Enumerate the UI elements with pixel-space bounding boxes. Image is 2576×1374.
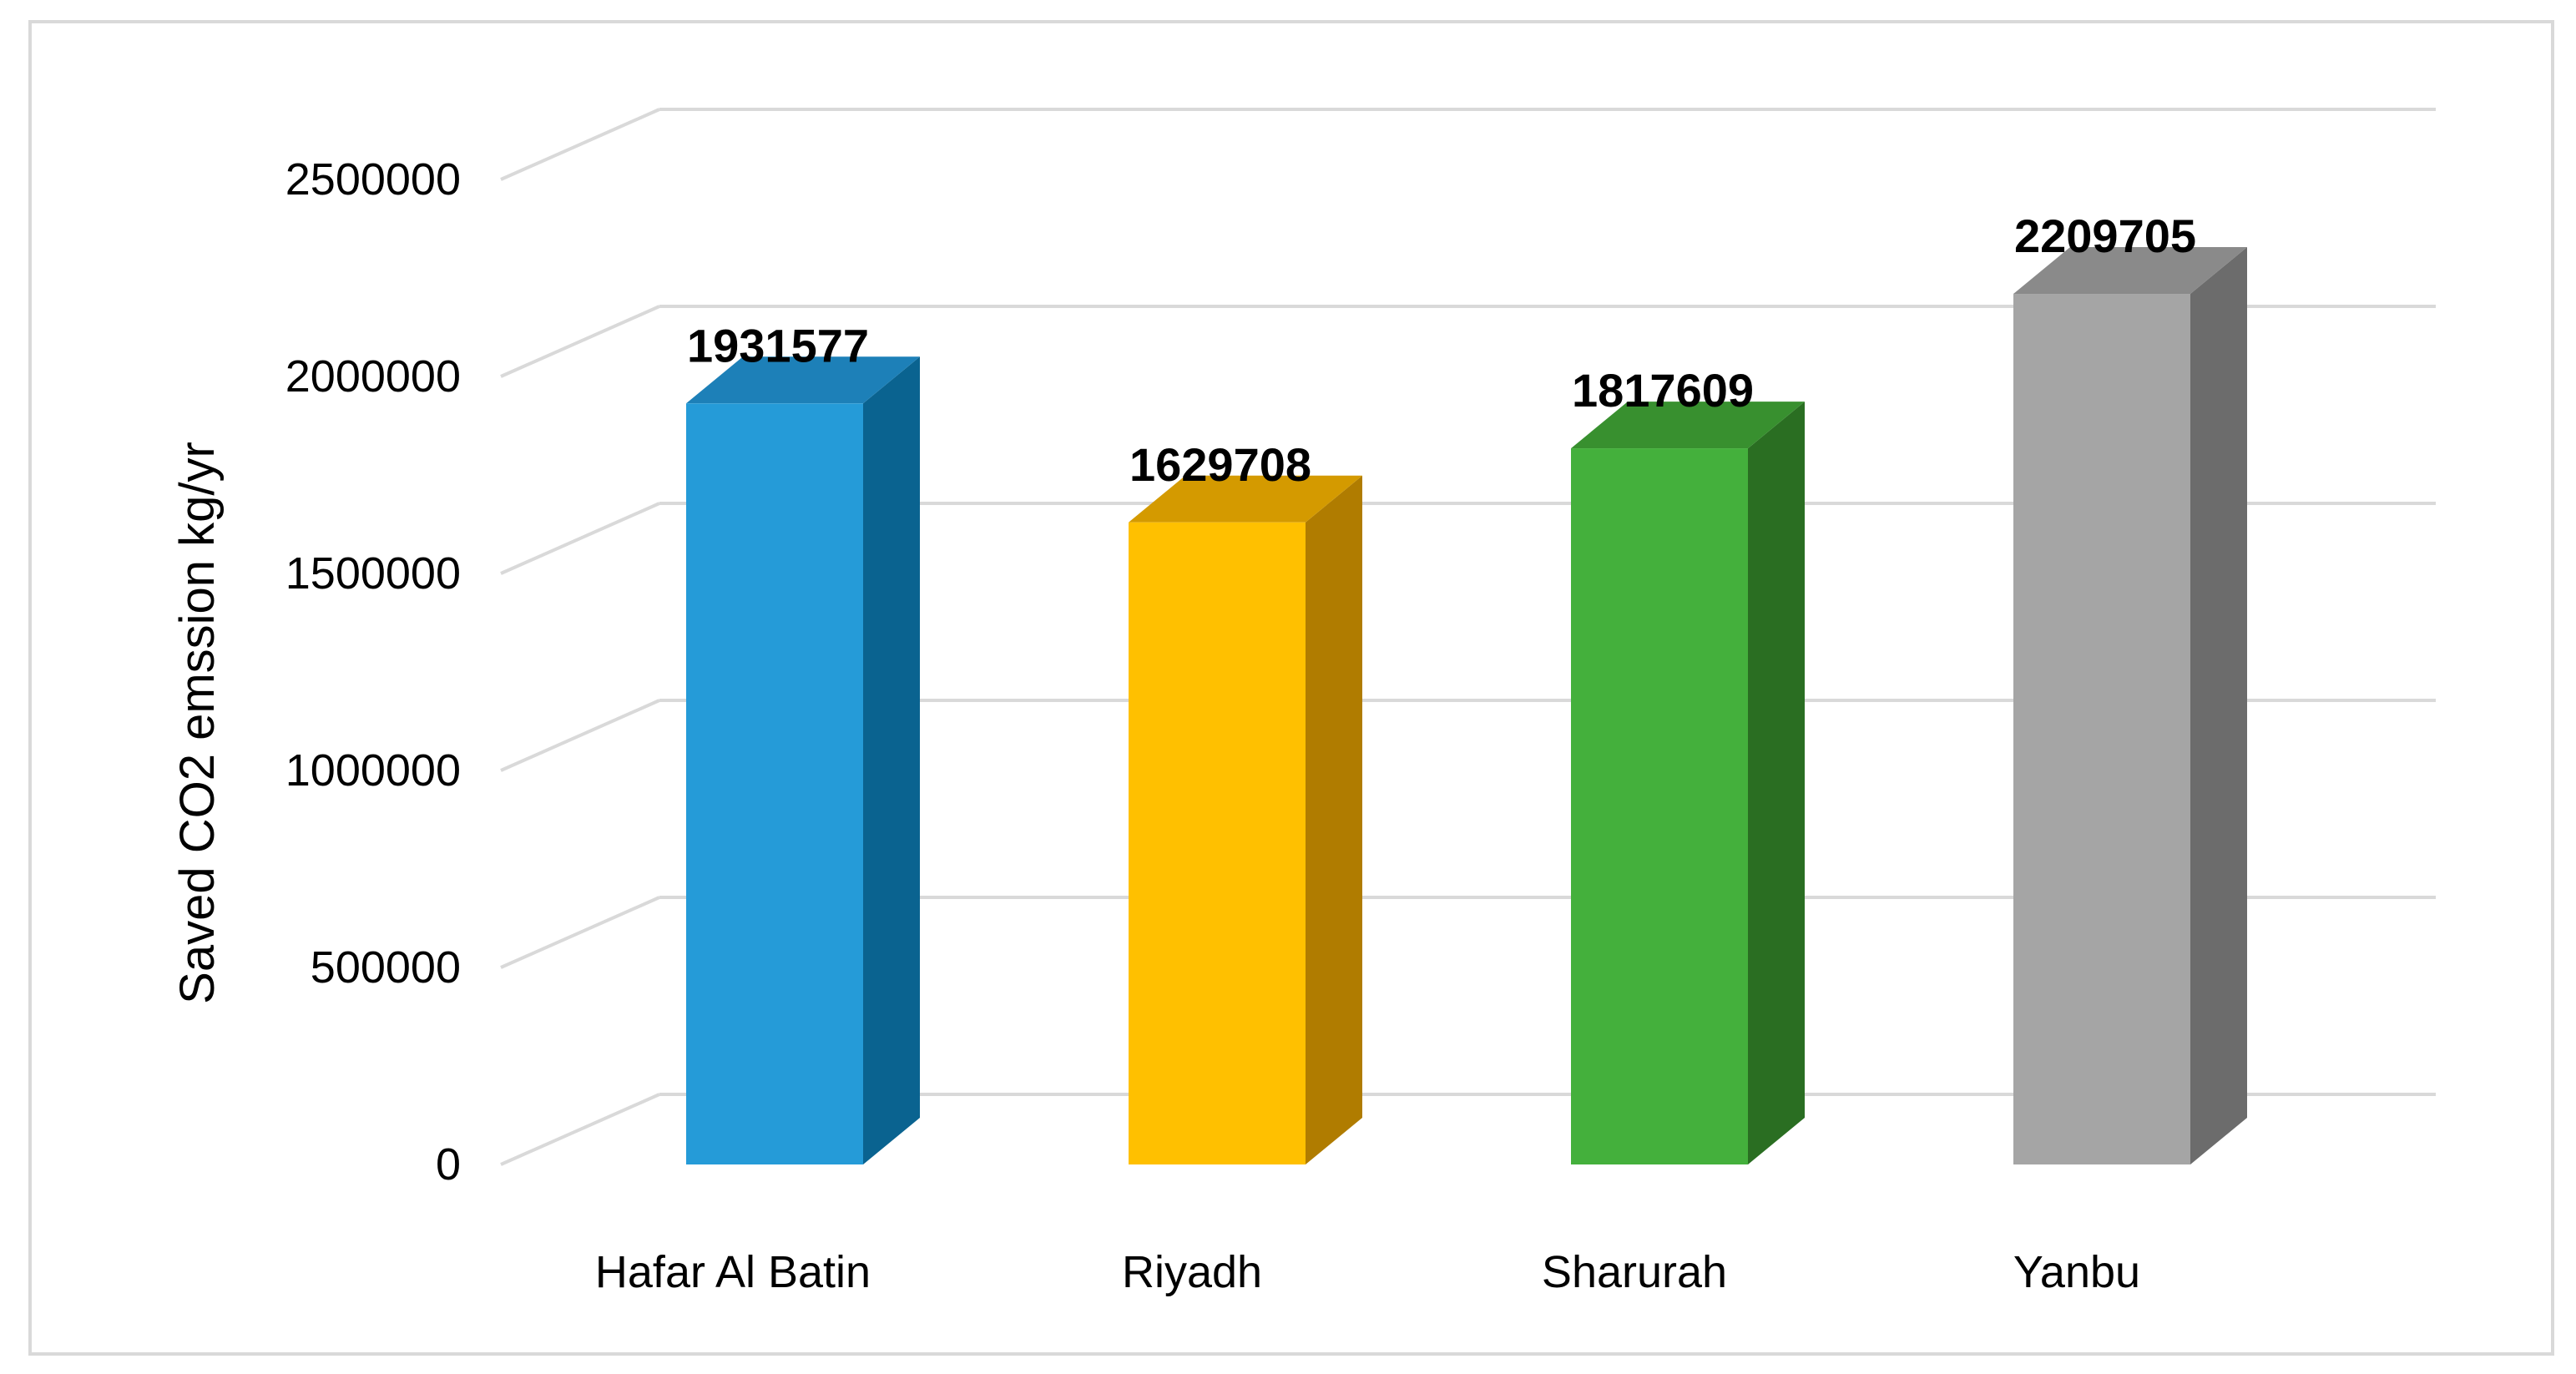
y-tick-label-0: 0 (436, 1139, 461, 1190)
bar-front-3 (2013, 294, 2190, 1164)
bar-top-0 (686, 356, 920, 404)
y-tick-labels: 0 500000 1000000 1500000 2000000 2500000 (285, 154, 461, 1190)
bar-side-2 (1748, 402, 1805, 1164)
bar-top-1 (1129, 475, 1362, 523)
gridline-diagonal-1 (500, 896, 660, 969)
y-tick-label-4: 2000000 (285, 351, 461, 402)
x-category-label-0: Hafar Al Batin (595, 1247, 871, 1297)
data-label-3: 2209705 (2014, 210, 2196, 262)
bar-front-0 (686, 403, 863, 1164)
gridline-diagonal-4 (500, 305, 660, 378)
data-label-2: 1817609 (1572, 364, 1754, 417)
gridline-diagonal-3 (500, 502, 660, 575)
bar-hafar-al-batin (686, 356, 920, 1164)
y-axis-title: Saved CO2 emssion kg/yr (170, 442, 225, 1004)
x-category-label-3: Yanbu (2013, 1247, 2140, 1297)
data-labels: 1931577 1629708 1817609 2209705 (687, 210, 2196, 491)
bar-front-1 (1129, 522, 1306, 1164)
bar-riyadh (1129, 475, 1362, 1164)
bar-top-2 (1571, 402, 1805, 449)
bar-sharurah (1571, 402, 1805, 1164)
x-category-label-1: Riyadh (1122, 1247, 1262, 1297)
bar-side-0 (863, 356, 920, 1164)
bar-front-2 (1571, 448, 1748, 1164)
bar-side-3 (2190, 247, 2247, 1164)
x-category-labels: Hafar Al Batin Riyadh Sharurah Yanbu (595, 1247, 2140, 1297)
gridline-diagonal-2 (500, 699, 660, 772)
bar-top-3 (2013, 247, 2247, 295)
x-category-label-2: Sharurah (1542, 1247, 1727, 1297)
bars (686, 247, 2247, 1164)
y-tick-label-3: 1500000 (285, 548, 461, 599)
bar-side-1 (1306, 475, 1362, 1164)
y-tick-label-2: 1000000 (285, 745, 461, 796)
gridline-diagonal-0 (500, 1093, 660, 1166)
y-tick-label-5: 2500000 (285, 154, 461, 205)
y-tick-label-1: 500000 (311, 942, 461, 993)
bar-yanbu (2013, 247, 2247, 1164)
gridline-diagonal-5 (500, 108, 660, 181)
data-label-0: 1931577 (687, 319, 869, 371)
data-label-1: 1629708 (1129, 438, 1311, 491)
